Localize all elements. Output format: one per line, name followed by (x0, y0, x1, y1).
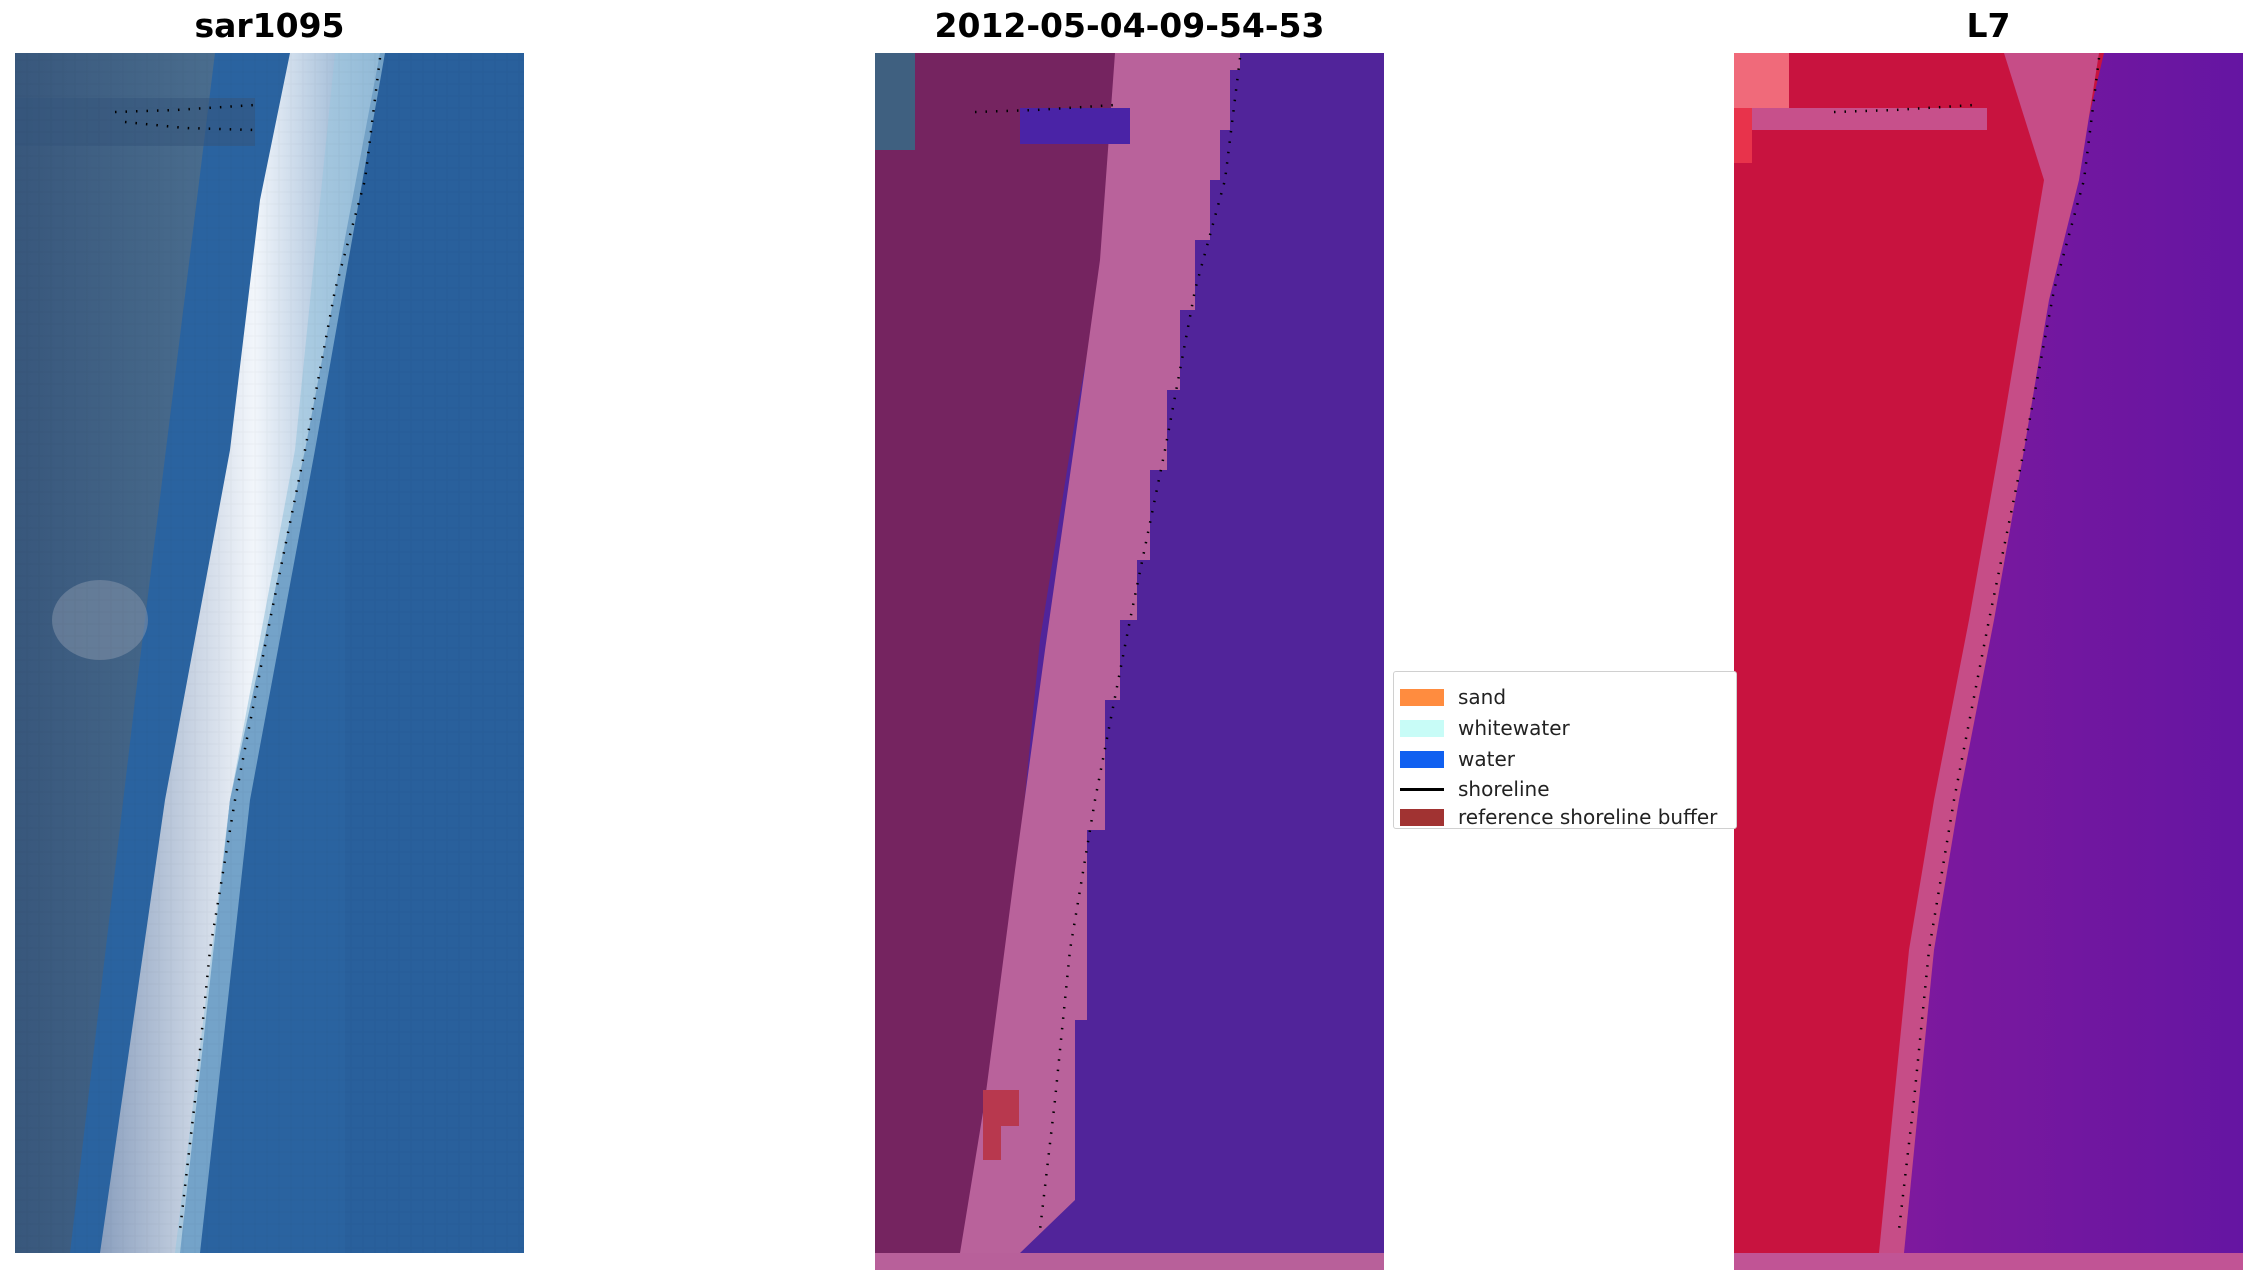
classified-beach (960, 53, 1240, 1253)
index-land (1734, 53, 2104, 1253)
classified-buffer-patch (983, 1090, 1019, 1126)
index-image-panel: L7 (1734, 0, 2243, 1270)
legend-swatch-water (1400, 750, 1444, 768)
classified-land (875, 53, 1150, 1253)
index-panel-title: L7 (1966, 6, 2011, 45)
rgb-panel-title: sar1095 (194, 6, 345, 45)
classified-jetty (1020, 108, 1130, 144)
legend-label-sand: sand (1458, 685, 1507, 709)
legend-label-shoreline: shoreline (1458, 777, 1550, 801)
classified-panel-title: 2012-05-04-09-54-53 (934, 6, 1325, 45)
rgb-image (15, 53, 524, 1253)
legend-line-shoreline (1400, 787, 1444, 791)
classified-image (875, 53, 1384, 1270)
legend-label-buffer: reference shoreline buffer (1458, 805, 1718, 829)
index-bottom-strip (1734, 1253, 2243, 1270)
index-shoreline (1897, 57, 2101, 1231)
index-jetty (1752, 108, 1987, 130)
legend-label-whitewater: whitewater (1458, 716, 1570, 740)
rgb-image-panel: sar1095 (15, 0, 524, 1270)
legend-item-water: water (1400, 746, 1515, 772)
legend-label-water: water (1458, 747, 1515, 771)
legend-swatch-whitewater (1400, 719, 1444, 737)
legend: sand whitewater water shoreline referenc… (1393, 671, 1737, 829)
legend-item-whitewater: whitewater (1400, 715, 1570, 741)
legend-item-buffer: reference shoreline buffer (1400, 805, 1718, 829)
index-image (1734, 53, 2243, 1270)
legend-swatch-buffer (1400, 808, 1444, 826)
rgb-shoreline (178, 57, 382, 1231)
legend-item-sand: sand (1400, 684, 1506, 710)
legend-item-shoreline: shoreline (1400, 776, 1550, 802)
classified-shoreline (1038, 57, 1242, 1231)
index-bright-patch (1734, 53, 1789, 108)
classified-corner (875, 53, 915, 150)
classified-bottom-strip (875, 1253, 1384, 1270)
classified-image-panel: 2012-05-04-09-54-53 (875, 0, 1384, 1270)
legend-swatch-sand (1400, 688, 1444, 706)
index-beach (1879, 53, 2099, 1253)
